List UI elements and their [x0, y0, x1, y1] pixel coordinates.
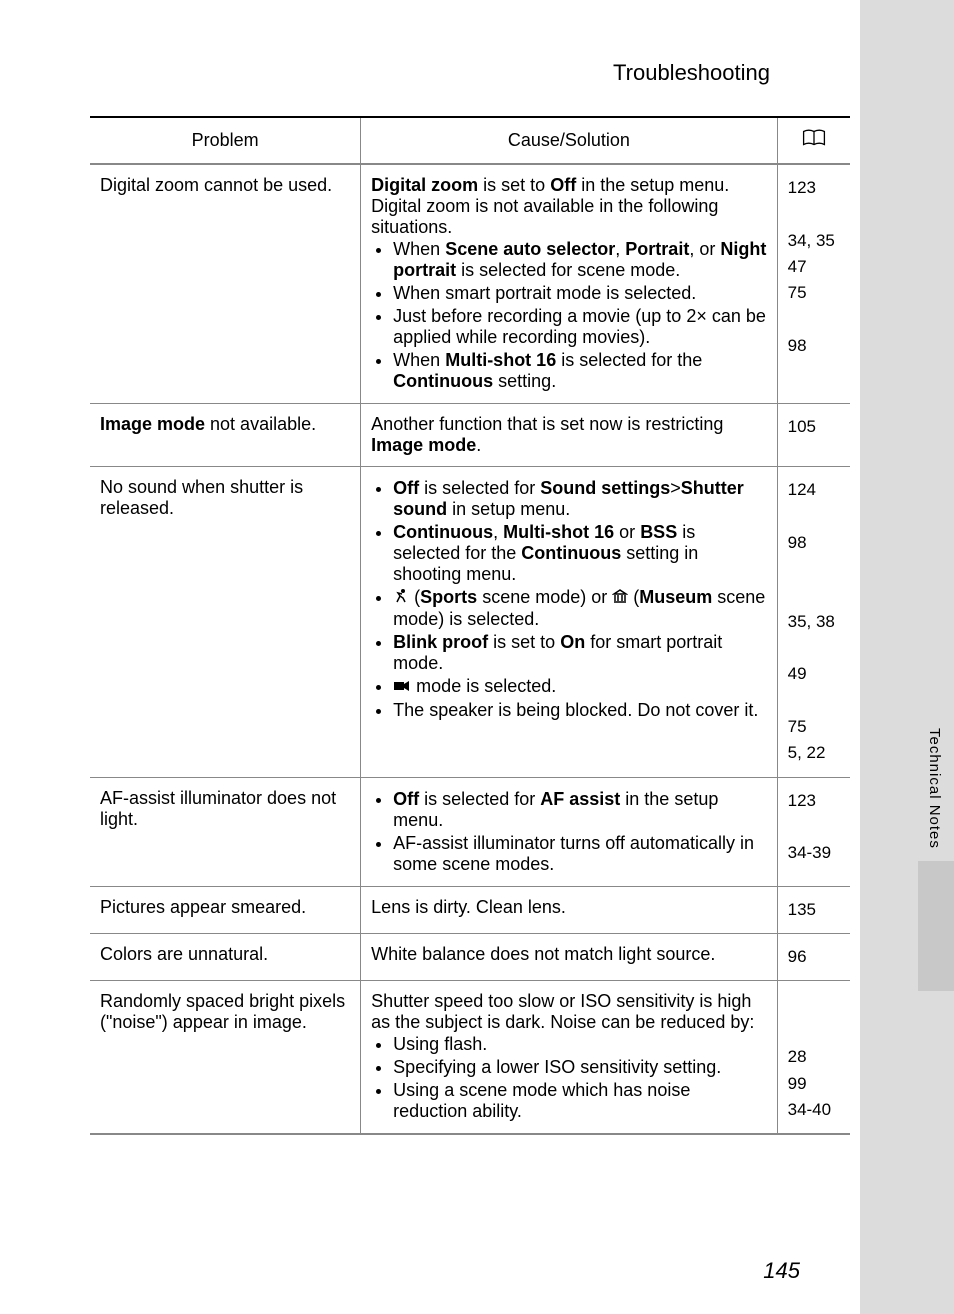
cause-cell: Off is selected for Sound settings>Shutt… [361, 467, 777, 778]
list-item: Using flash. [393, 1033, 766, 1056]
col-header-problem: Problem [90, 117, 361, 164]
page-number: 145 [763, 1258, 800, 1284]
problem-cell: Pictures appear smeared. [90, 886, 361, 933]
page-cell: 289934-40 [777, 981, 850, 1135]
page-cell: 96 [777, 934, 850, 981]
book-icon [801, 132, 827, 152]
list-item: Continuous, Multi-shot 16 or BSS is sele… [393, 521, 766, 586]
list-item: When Multi-shot 16 is selected for the C… [393, 349, 766, 393]
cause-cell: Another function that is set now is rest… [361, 404, 777, 467]
cause-cell: Digital zoom is set to Off in the setup … [361, 164, 777, 404]
table-row: AF-assist illuminator does not light. Of… [90, 777, 850, 886]
problem-cell: Digital zoom cannot be used. [90, 164, 361, 404]
manual-page: Troubleshooting Problem Cause/Solution D… [0, 0, 860, 1314]
list-item: Using a scene mode which has noise reduc… [393, 1079, 766, 1123]
list-item: The speaker is being blocked. Do not cov… [393, 699, 766, 722]
col-header-page-icon [777, 117, 850, 164]
list-item: When Scene auto selector, Portrait, or N… [393, 238, 766, 282]
bold-text: Off [550, 175, 576, 195]
table-row: Pictures appear smeared. Lens is dirty. … [90, 886, 850, 933]
problem-cell: AF-assist illuminator does not light. [90, 777, 361, 886]
cause-cell: White balance does not match light sourc… [361, 934, 777, 981]
problem-cell: No sound when shutter is released. [90, 467, 361, 778]
list-item: Just before recording a movie (up to 2× … [393, 305, 766, 349]
page-cell: 105 [777, 404, 850, 467]
list-item: When smart portrait mode is selected. [393, 282, 766, 305]
list-item: Off is selected for Sound settings>Shutt… [393, 477, 766, 521]
page-cell: 123 34-39 [777, 777, 850, 886]
table-row: No sound when shutter is released. Off i… [90, 467, 850, 778]
list-item: AF-assist illuminator turns off automati… [393, 832, 766, 876]
side-tab-marker [918, 861, 954, 991]
side-tab: Technical Notes [918, 720, 954, 991]
problem-cell: Image mode not available. [90, 404, 361, 467]
text: is set to [478, 175, 550, 195]
page-cell: 124 98 35, 38 49 75 5, 22 [777, 467, 850, 778]
list-item: Specifying a lower ISO sensitivity setti… [393, 1056, 766, 1079]
col-header-cause: Cause/Solution [361, 117, 777, 164]
list-item: Off is selected for AF assist in the set… [393, 788, 766, 832]
table-row: Colors are unnatural. White balance does… [90, 934, 850, 981]
movie-icon [393, 677, 411, 698]
troubleshooting-table: Problem Cause/Solution Digital zoom cann… [90, 116, 850, 1135]
bold-text: Digital zoom [371, 175, 478, 195]
list-item: Blink proof is set to On for smart portr… [393, 631, 766, 675]
cause-cell: Lens is dirty. Clean lens. [361, 886, 777, 933]
museum-icon [612, 588, 628, 609]
side-tab-label: Technical Notes [918, 720, 951, 857]
list-item: mode is selected. [393, 675, 766, 699]
table-row: Digital zoom cannot be used. Digital zoo… [90, 164, 850, 404]
cause-cell: Off is selected for AF assist in the set… [361, 777, 777, 886]
text: Shutter speed too slow or ISO sensitivit… [371, 991, 754, 1032]
cause-cell: Shutter speed too slow or ISO sensitivit… [361, 981, 777, 1135]
list-item: (Sports scene mode) or (Museum scene mod… [393, 586, 766, 631]
page-cell: 135 [777, 886, 850, 933]
table-row: Randomly spaced bright pixels ("noise") … [90, 981, 850, 1135]
section-title: Troubleshooting [0, 60, 860, 86]
problem-cell: Colors are unnatural. [90, 934, 361, 981]
problem-cell: Randomly spaced bright pixels ("noise") … [90, 981, 361, 1135]
table-row: Image mode not available. Another functi… [90, 404, 850, 467]
sports-icon [393, 588, 409, 609]
page-cell: 123 34, 3547 75 98 [777, 164, 850, 404]
